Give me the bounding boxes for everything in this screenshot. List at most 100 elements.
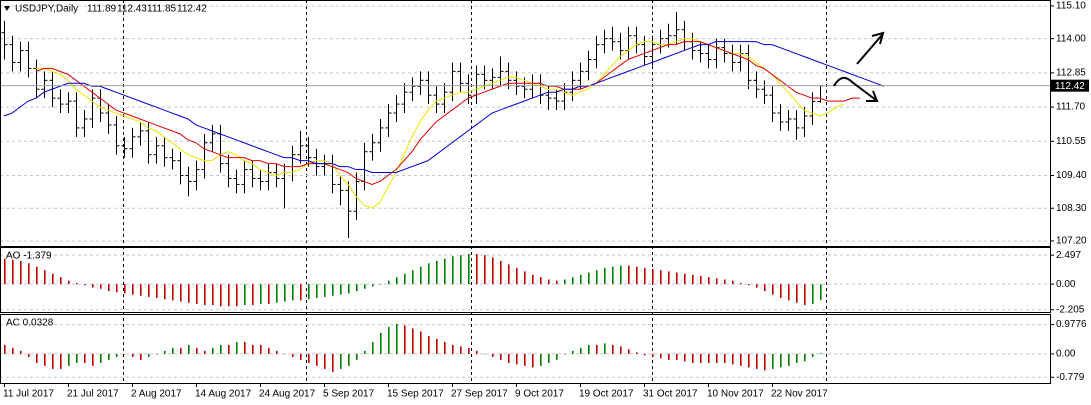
y-tick-label: -0.779 [1056, 372, 1085, 383]
histogram-bar [452, 344, 454, 354]
histogram-bar [812, 353, 814, 357]
header-low: 111.85 [147, 4, 177, 15]
histogram-bar [804, 284, 806, 306]
histogram-bar [636, 352, 638, 354]
histogram-bar [60, 277, 62, 285]
histogram-bar [444, 341, 446, 354]
histogram-bar [4, 258, 6, 285]
histogram-bar [348, 284, 350, 294]
histogram-bar [148, 284, 150, 297]
histogram-bar [532, 353, 534, 368]
histogram-bar [524, 271, 526, 285]
histogram-bar [84, 284, 86, 286]
histogram-bar [44, 270, 46, 285]
histogram-bar [628, 265, 630, 285]
histogram-bar [756, 353, 758, 369]
histogram-bar [68, 353, 70, 366]
histogram-bar [580, 347, 582, 354]
histogram-bar [788, 353, 790, 366]
histogram-bar [460, 346, 462, 354]
y-tick-label: 107.20 [1056, 236, 1087, 247]
histogram-bar [772, 284, 774, 295]
y-tick-label: 0.00 [1056, 279, 1076, 290]
histogram-bar [708, 353, 710, 363]
header-open: 111.89 [87, 4, 117, 15]
header-high: 112.43 [117, 4, 147, 15]
histogram-bar [388, 280, 390, 285]
histogram-bar [28, 353, 30, 357]
moving-average [36, 38, 845, 209]
histogram-bar [308, 353, 310, 363]
main-frame [0, 0, 1051, 247]
histogram-bar [412, 270, 414, 285]
histogram-bar [500, 260, 502, 285]
histogram-bar [188, 284, 190, 303]
histogram-bar [364, 284, 366, 289]
histogram-bar [204, 350, 206, 354]
histogram-bar [676, 353, 678, 360]
histogram-bar [268, 284, 270, 304]
histogram-bar [684, 353, 686, 362]
histogram-bar [316, 284, 318, 299]
histogram-bar [660, 353, 662, 359]
arrow-down [833, 76, 877, 101]
histogram-bar [668, 353, 670, 360]
histogram-bar [548, 279, 550, 285]
histogram-bar [116, 353, 118, 357]
histogram-bar [428, 335, 430, 354]
histogram-bar [420, 331, 422, 354]
histogram-bar [292, 284, 294, 301]
indicator-title: AO -1.379 [6, 251, 52, 262]
histogram-bar [180, 284, 182, 302]
histogram-bar [540, 277, 542, 285]
y-tick-label: 0.00 [1056, 349, 1076, 360]
last-price-label: 112.42 [1055, 81, 1085, 92]
histogram-bar [500, 353, 502, 360]
histogram-bar [316, 353, 318, 366]
histogram-bar [588, 272, 590, 285]
histogram-bar [204, 284, 206, 306]
histogram-bar [212, 284, 214, 306]
y-tick-label: 110.55 [1056, 136, 1086, 147]
histogram-bar [572, 350, 574, 354]
histogram-bar [188, 344, 190, 354]
histogram-bar [156, 353, 158, 355]
histogram-bar [228, 284, 230, 307]
histogram-bar [20, 260, 22, 285]
ao-frame [0, 247, 1051, 313]
histogram-bar [436, 260, 438, 285]
histogram-bar [780, 353, 782, 368]
y-tick-label: -2.205 [1056, 304, 1085, 315]
histogram-bar [156, 284, 158, 299]
y-tick-label: 109.40 [1056, 170, 1087, 181]
histogram-bar [652, 353, 654, 357]
ac-frame [0, 314, 1051, 384]
histogram-bar [44, 353, 46, 366]
histogram-bar [388, 326, 390, 354]
histogram-bar [444, 258, 446, 285]
histogram-bar [564, 279, 566, 285]
histogram-bar [748, 284, 750, 286]
last-price-box [1051, 79, 1089, 92]
histogram-bar [260, 284, 262, 304]
x-tick-label: 14 Aug 2017 [195, 389, 252, 400]
histogram-bar [268, 347, 270, 354]
histogram-bar [108, 284, 110, 292]
histogram-bar [580, 274, 582, 285]
histogram-bar [36, 353, 38, 363]
histogram-bar [164, 350, 166, 354]
histogram-bar [588, 344, 590, 354]
arrow-head [866, 90, 879, 102]
histogram-bar [412, 328, 414, 354]
histogram-bar [236, 284, 238, 307]
y-tick-label: 112.85 [1056, 68, 1086, 79]
histogram-bar [244, 284, 246, 306]
histogram-bar [396, 323, 398, 354]
histogram-bar [396, 277, 398, 285]
histogram-bar [780, 284, 782, 299]
histogram-bar [716, 353, 718, 363]
histogram-bar [772, 353, 774, 369]
histogram-bar [332, 353, 334, 372]
